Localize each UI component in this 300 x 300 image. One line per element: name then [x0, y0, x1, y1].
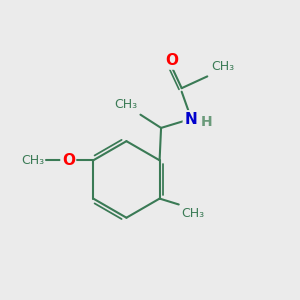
Text: N: N — [184, 112, 197, 127]
Text: CH₃: CH₃ — [21, 154, 44, 167]
Text: O: O — [62, 153, 75, 168]
Text: H: H — [201, 115, 212, 129]
Text: CH₃: CH₃ — [182, 207, 205, 220]
Text: O: O — [165, 53, 178, 68]
Text: CH₃: CH₃ — [114, 98, 137, 111]
Text: CH₃: CH₃ — [211, 60, 234, 74]
